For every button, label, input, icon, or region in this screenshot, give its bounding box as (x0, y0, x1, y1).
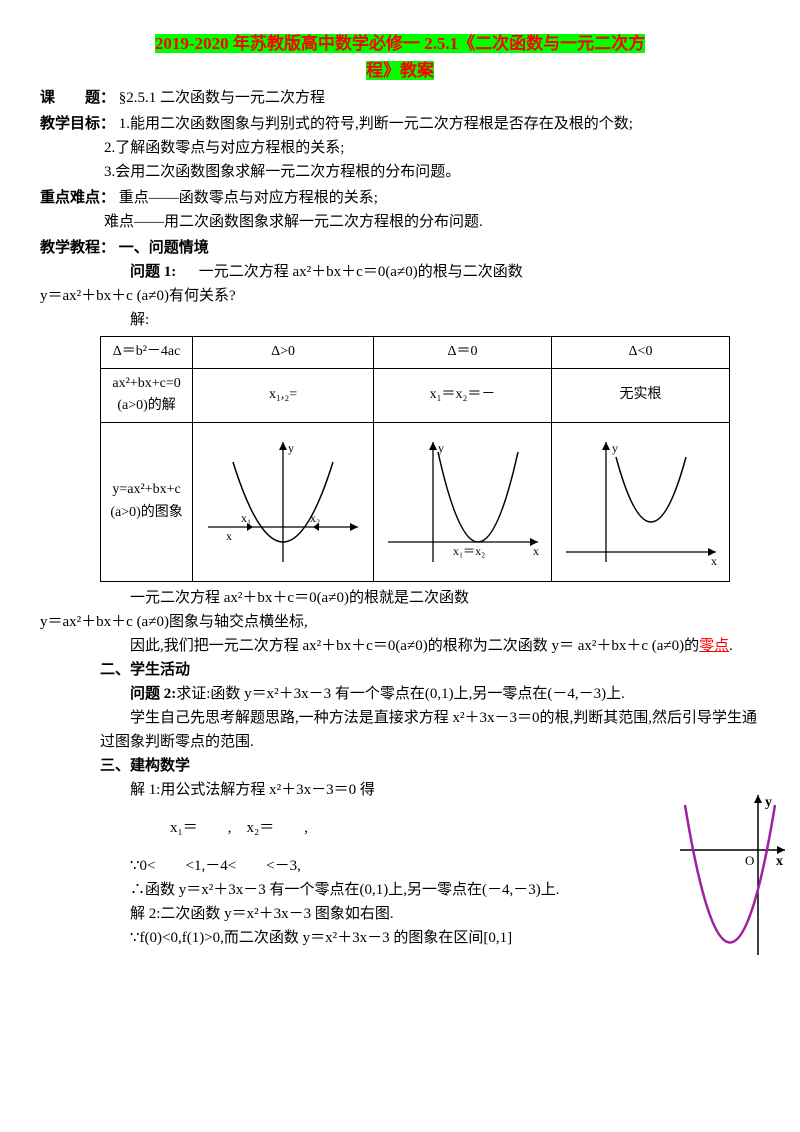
corner-parabola-figure: x y O (680, 790, 790, 960)
zero-point: 零点 (699, 638, 729, 654)
topic-value: §2.5.1 二次函数与一元二次方程 (119, 90, 325, 106)
r1c0: Δ＝b²－4ac (101, 337, 193, 368)
svg-text:x₂: x₂ (310, 511, 320, 525)
goal-1: 1.能用二次函数图象与判别式的符号,判断一元二次方程根是否存在及根的个数; (119, 116, 633, 132)
post-p1b: y＝ax²＋bx＋c (a≠0)图象与轴交点横坐标, (40, 610, 760, 634)
svg-text:x₁: x₁ (241, 511, 251, 525)
sec3-l6: ∵f(0)<0,f(1)>0,而二次函数 y＝x²＋3x－3 的图象在区间[0,… (40, 926, 760, 950)
r3c0: y=ax²+bx+c (a>0)的图象 (101, 422, 193, 581)
q2-text: 求证:函数 y＝x²＋3x－3 有一个零点在(0,1)上,另一零点在(－4,－3… (176, 686, 625, 702)
svg-text:O: O (745, 853, 754, 868)
r2c3: 无实根 (552, 368, 730, 422)
svg-text:x: x (711, 554, 717, 568)
sec3-l3: ∵0< <1,－4< <－3, (40, 854, 760, 878)
graph-one-root: y x x₁＝x₂ (374, 422, 552, 581)
post-p2c: . (729, 638, 733, 654)
goal-3: 3.会用二次函数图象求解一元二次方程根的分布问题。 (40, 160, 760, 184)
svg-text:y: y (612, 441, 618, 455)
svg-text:y: y (288, 441, 294, 455)
sec3-l2: x₁＝ , x₂＝ , (40, 816, 760, 840)
title-line-2: 程》教案 (366, 61, 434, 80)
r1c2: Δ＝0 (374, 337, 552, 368)
sec3-l4: ∴函数 y＝x²＋3x－3 有一个零点在(0,1)上,另一零点在(－4,－3)上… (100, 882, 559, 898)
sec2-head: 二、学生活动 (40, 658, 760, 682)
sec3-l5: 解 2:二次函数 y＝x²＋3x－3 图象如右图. (40, 902, 760, 926)
q2-label: 问题 2: (100, 686, 176, 702)
q1-label: 问题 1: (130, 264, 176, 280)
sec1-head: 一、问题情境 (119, 240, 209, 256)
goal-2: 2.了解函数零点与对应方程根的关系; (40, 136, 760, 160)
sec3-l1: 解 1:用公式法解方程 x²＋3x－3＝0 得 (40, 778, 760, 802)
graph-no-root: y x (552, 422, 730, 581)
proc-label: 教学教程： (40, 240, 115, 256)
discriminant-table: Δ＝b²－4ac Δ>0 Δ＝0 Δ<0 ax²+bx+c=0 (a>0)的解 … (100, 336, 730, 581)
svg-text:y: y (765, 795, 772, 810)
r2c1: x₁,₂= (193, 368, 374, 422)
keypt-label: 重点难点： (40, 190, 115, 206)
goal-label: 教学目标： (40, 116, 115, 132)
keypt-2: 难点——用二次函数图象求解一元二次方程根的分布问题. (40, 210, 760, 234)
r1c3: Δ<0 (552, 337, 730, 368)
title-line-1: 2019-2020 年苏教版高中数学必修一 2.5.1《二次函数与一元二次方 (155, 34, 645, 53)
topic-label: 课 题： (40, 90, 115, 106)
jie: 解: (40, 308, 760, 332)
svg-text:x: x (226, 529, 232, 543)
graph-two-roots: y x x₁ x₂ (193, 422, 374, 581)
svg-text:x: x (776, 854, 783, 869)
svg-text:x₁＝x₂: x₁＝x₂ (453, 544, 485, 558)
r2c0: ax²+bx+c=0 (a>0)的解 (101, 368, 193, 422)
post-p2a: 因此,我们把一元二次方程 ax²＋bx＋c＝0(a≠0)的根称为二次函数 y＝ … (100, 638, 699, 654)
svg-text:x: x (533, 544, 539, 558)
r1c1: Δ>0 (193, 337, 374, 368)
post-p1a: 一元二次方程 ax²＋bx＋c＝0(a≠0)的根就是二次函数 (40, 586, 760, 610)
sec2-p1: 学生自己先思考解题思路,一种方法是直接求方程 x²＋3x－3＝0的根,判断其范围… (100, 710, 757, 750)
sec3-head: 三、建构数学 (40, 754, 760, 778)
q1-text-b: y＝ax²＋bx＋c (a≠0)有何关系? (40, 284, 760, 308)
keypt-1: 重点——函数零点与对应方程根的关系; (119, 190, 378, 206)
r2c2: x₁＝x₂＝－ (374, 368, 552, 422)
q1-text-a: 一元二次方程 ax²＋bx＋c＝0(a≠0)的根与二次函数 (199, 264, 523, 280)
